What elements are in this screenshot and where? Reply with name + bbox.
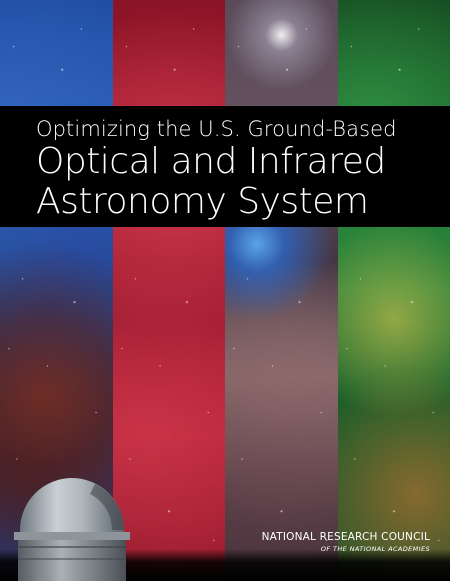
nebula-panel-green [338, 0, 450, 581]
nebula-panel-red [113, 0, 225, 581]
nebula-panel-blue [0, 0, 113, 581]
observatory-dome-icon [14, 478, 130, 581]
publisher-name: NATIONAL RESEARCH COUNCIL [261, 531, 430, 543]
title-band: Optimizing the U.S. Ground-Based Optical… [0, 106, 450, 227]
publisher-subtitle: OF THE NATIONAL ACADEMIES [320, 545, 430, 553]
publisher-block: NATIONAL RESEARCH COUNCIL OF THE NATIONA… [262, 530, 430, 554]
title-line-3: Astronomy System [36, 181, 369, 222]
nebula-panel-violet [225, 0, 338, 581]
title-line-1: Optimizing the U.S. Ground-Based [36, 117, 397, 141]
title-line-2: Optical and Infrared [36, 141, 386, 182]
